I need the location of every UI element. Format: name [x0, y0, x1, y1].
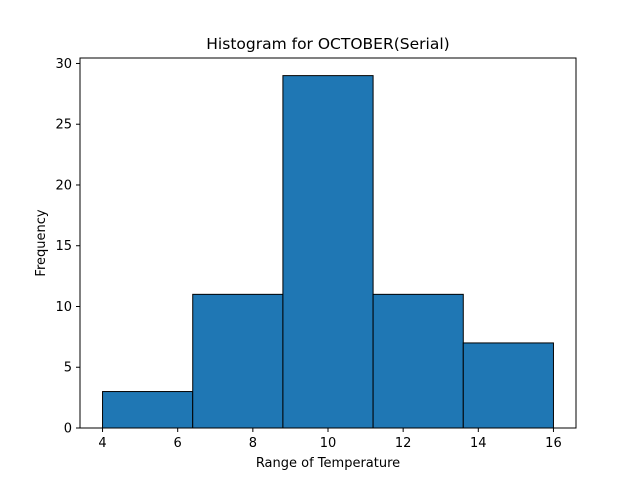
chart-title: Histogram for OCTOBER(Serial): [206, 35, 449, 53]
x-tick-label: 4: [98, 436, 106, 451]
x-tick-label: 8: [249, 436, 257, 451]
histogram-bar: [372, 293, 464, 429]
x-tick-label: 12: [395, 436, 412, 451]
x-axis-ticks: 4 6 8 10 12 14 16: [98, 428, 562, 451]
histogram-bar: [462, 342, 554, 429]
y-tick-label: 25: [55, 118, 72, 133]
x-tick-label: 10: [320, 436, 337, 451]
y-tick-label: 20: [55, 178, 72, 193]
histogram-bar: [282, 75, 374, 429]
y-tick-label: 15: [55, 239, 72, 254]
y-tick-label: 0: [64, 422, 72, 437]
y-tick-label: 5: [64, 361, 72, 376]
x-tick-label: 14: [470, 436, 487, 451]
y-axis-title: Frequency: [34, 209, 49, 276]
y-tick-label: 30: [55, 57, 72, 72]
histogram-bars: [102, 75, 554, 429]
x-axis-title: Range of Temperature: [256, 456, 400, 471]
y-axis-ticks: 0 5 10 15 20 25 30: [55, 57, 80, 437]
histogram-bar: [102, 391, 194, 429]
x-tick-label: 6: [174, 436, 182, 451]
y-tick-label: 10: [55, 300, 72, 315]
x-tick-label: 16: [545, 436, 562, 451]
histogram-bar: [192, 293, 284, 429]
